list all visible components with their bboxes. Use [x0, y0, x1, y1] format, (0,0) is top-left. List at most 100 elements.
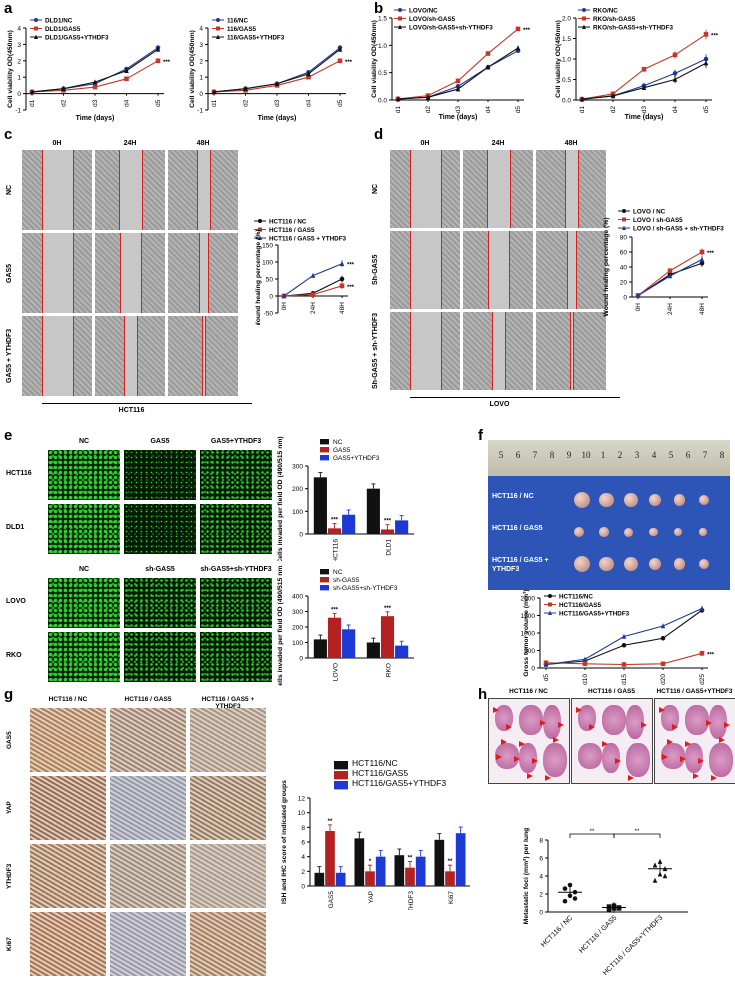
wound-gap [410, 312, 442, 390]
cell-line-label: HCT116 [118, 407, 145, 414]
row-label: Sh-GAS5 + sh-YTHDF3 [372, 312, 379, 390]
invasion-image [48, 450, 120, 500]
column-header: 48H [196, 140, 210, 147]
data-point [703, 32, 709, 37]
panel-e-bottom-invasion-grid: NC sh-GAS5 sh-GAS5+sh-YTHDF3 LOVO RKO [6, 566, 272, 686]
data-point [124, 67, 129, 73]
significance-label: ** [448, 859, 453, 865]
tumor [649, 557, 662, 571]
bar [327, 617, 342, 658]
x-tick-label: d2 [243, 99, 250, 107]
data-point [29, 89, 35, 95]
panel-e-top-bar-chart: 0 100 200 300 *** HCT116 *** DLD1 NCGAS5GAS5+YTH… [277, 436, 414, 561]
wound-gap [488, 231, 510, 309]
bar [366, 488, 380, 534]
legend-label: HCT116/GAS5 [559, 602, 601, 609]
panel-g-score-bar-chart: 0 2 4 6 8 10 12 ** GAS5 * YAP ** YTHDF3 ** Ki67 HCT116/… [281, 758, 470, 910]
metastasis-arrow [496, 754, 502, 760]
tumor [699, 495, 709, 505]
cell-line-label: LOVO [489, 401, 510, 408]
x-tick-label: d1 [29, 99, 36, 107]
wound-image [390, 312, 460, 390]
metastasis-arrow [706, 720, 712, 726]
data-point [672, 76, 678, 82]
bar [395, 520, 409, 534]
x-tick-label: d4 [485, 106, 492, 114]
panel-letter-h: h [478, 686, 488, 703]
y-tick-label: 0.0 [378, 98, 387, 105]
bar [342, 629, 356, 658]
y-tick-label: 2000 [521, 596, 536, 603]
significance-label: ** [635, 829, 640, 835]
metastasis-arrow [667, 739, 673, 745]
metastasis-arrow [693, 773, 699, 779]
ihc-image [190, 708, 266, 772]
y-tick-label: 6 [539, 856, 543, 863]
ihc-image [190, 776, 266, 840]
y-tick-label: -1 [15, 108, 21, 115]
invasion-image [200, 578, 272, 628]
y-tick-label: 12 [298, 796, 306, 803]
data-point [515, 45, 521, 51]
x-category-label: HCT116 / NC [540, 914, 574, 948]
row-label: Sh-GAS5 [372, 254, 379, 286]
x-tick-label: 0H [281, 302, 288, 311]
tumor [574, 556, 590, 572]
legend-marker [582, 16, 586, 21]
bar [327, 528, 342, 534]
invasion-image [200, 450, 272, 500]
wound-image [168, 233, 238, 313]
lung-lobe [709, 743, 733, 777]
tumor [574, 492, 590, 508]
legend-label: HCT116 / GAS5 [269, 227, 315, 234]
ihc-image [190, 844, 266, 908]
legend-marker [548, 602, 552, 607]
ruler-number: 5 [498, 450, 504, 460]
wound-image [168, 150, 238, 230]
bar [313, 639, 327, 658]
y-tick-label: 200 [292, 625, 303, 632]
wound-image [390, 231, 460, 309]
x-tick-label: d5 [703, 106, 710, 114]
y-tick-label: 2 [539, 892, 543, 899]
data-point [652, 862, 658, 868]
x-tick-label: d1 [395, 106, 402, 114]
lung-lobe [685, 705, 709, 735]
legend-marker [34, 18, 38, 22]
x-axis-label: Time (days) [258, 115, 297, 122]
column-header: NC [78, 438, 90, 445]
row-label: NC [372, 183, 379, 195]
data-point [306, 74, 311, 80]
tumor [674, 558, 686, 570]
wound-image [463, 150, 533, 228]
data-point [243, 85, 248, 91]
row-label: RKO [6, 652, 22, 659]
panel-letter-g: g [4, 686, 14, 703]
legend-label: sh-GAS5+sh-YTHDF3 [333, 585, 398, 592]
x-tick-label: d3 [274, 99, 281, 107]
wound-image [22, 233, 92, 313]
x-tick-label: d15 [621, 674, 628, 685]
legend-label: HCT116/NC [352, 758, 398, 768]
row-label: GAS5 + YTHDF3 [6, 328, 13, 384]
column-header: HCT116 / GAS5 [588, 688, 635, 695]
y-tick-label: 0.5 [562, 77, 571, 84]
invasion-image [124, 578, 196, 628]
x-axis-label: Time (days) [439, 114, 478, 121]
y-tick-label: 100 [262, 260, 273, 267]
significance-label: ** [590, 829, 595, 835]
data-point [485, 51, 491, 56]
legend-label: LOVO / sh-GAS5 [633, 217, 683, 224]
bar [313, 477, 327, 534]
lung-section-image [654, 698, 735, 784]
lung-lobe [543, 743, 567, 777]
data-point [621, 642, 627, 648]
bar [405, 867, 415, 886]
data-point [306, 71, 311, 77]
metastasis-arrow [576, 707, 582, 713]
y-tick-label: 10 [298, 810, 306, 817]
metastasis-arrow [589, 724, 595, 730]
ruler-number: 10 [581, 450, 591, 460]
data-point [124, 76, 129, 82]
